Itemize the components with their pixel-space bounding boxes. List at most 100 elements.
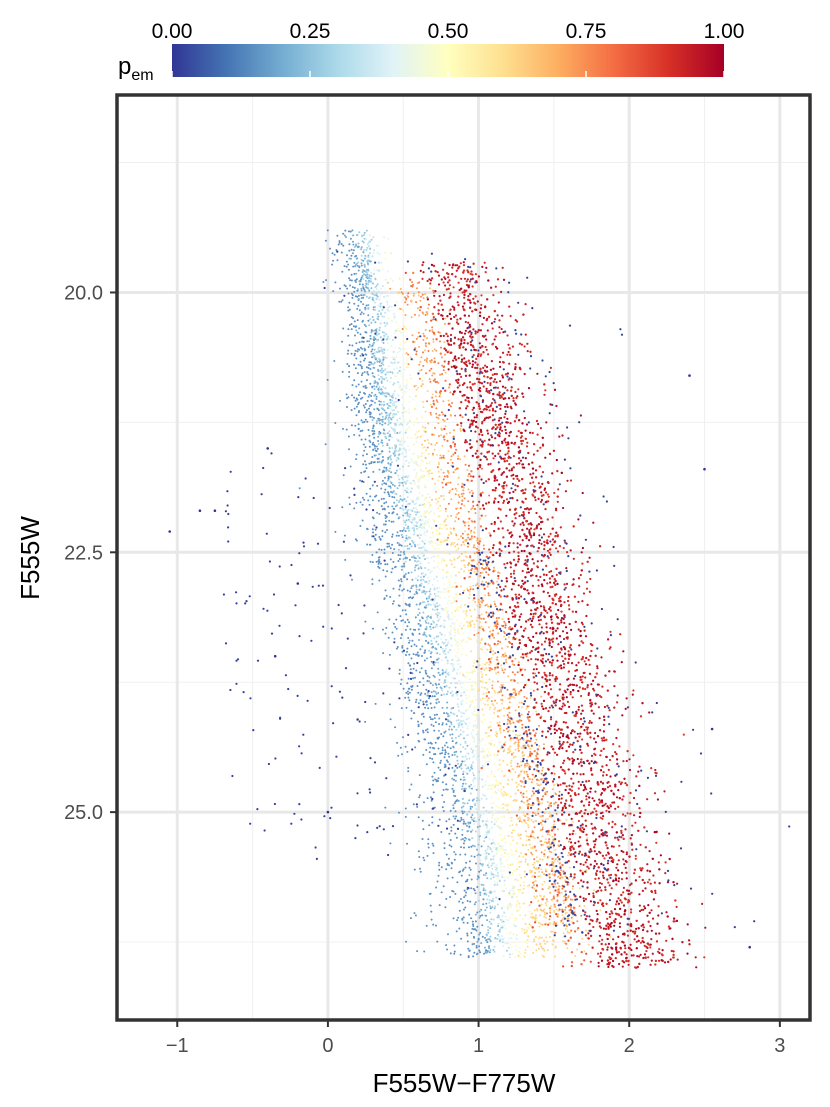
scatter-point [451, 585, 454, 588]
scatter-point [457, 457, 459, 460]
scatter-point [541, 954, 544, 957]
scatter-point [423, 429, 426, 432]
scatter-point [365, 467, 368, 470]
scatter-point [379, 388, 382, 391]
scatter-point [425, 467, 427, 469]
scatter-point [412, 507, 415, 510]
scatter-point [434, 444, 437, 446]
scatter-point [509, 824, 511, 827]
scatter-point [429, 542, 432, 545]
scatter-point [491, 814, 493, 817]
scatter-point [480, 686, 483, 689]
scatter-point [514, 733, 517, 736]
scatter-point [522, 887, 525, 890]
scatter-point [428, 469, 431, 472]
scatter-point [475, 758, 478, 761]
scatter-point [406, 496, 409, 499]
scatter-point [439, 752, 442, 755]
scatter-point [359, 501, 362, 504]
scatter-point [393, 390, 396, 393]
scatter-point [558, 885, 561, 888]
scatter-point [432, 844, 435, 847]
scatter-point [543, 849, 546, 852]
scatter-point [407, 596, 410, 599]
scatter-point [382, 628, 384, 631]
scatter-point [457, 501, 460, 504]
scatter-point [495, 731, 498, 733]
scatter-point [473, 552, 476, 555]
scatter-point [472, 724, 475, 727]
scatter-point [432, 555, 435, 558]
scatter-point [468, 799, 471, 802]
scatter-point [523, 875, 526, 878]
scatter-point [407, 693, 410, 695]
scatter-point [453, 566, 456, 569]
scatter-point [499, 807, 502, 810]
scatter-point [425, 703, 428, 706]
scatter-point [491, 785, 494, 787]
scatter-point [357, 394, 360, 397]
scatter-point [488, 846, 491, 849]
scatter-point [397, 327, 400, 330]
scatter-point [491, 904, 494, 907]
scatter-point [414, 676, 416, 679]
scatter-point [440, 456, 443, 459]
scatter-point [379, 400, 382, 403]
scatter-point [482, 903, 485, 906]
scatter-point [475, 788, 478, 791]
scatter-point [453, 600, 455, 603]
scatter-point [469, 743, 472, 746]
scatter-point [486, 950, 489, 952]
scatter-point [507, 870, 510, 873]
scatter-point [425, 469, 428, 472]
scatter-point [445, 788, 448, 791]
scatter-point [406, 682, 409, 685]
scatter-point [386, 356, 389, 359]
scatter-point [371, 528, 374, 531]
scatter-point [381, 535, 384, 538]
scatter-point [420, 455, 423, 458]
scatter-point [485, 603, 488, 606]
scatter-point [423, 505, 426, 508]
scatter-point [442, 810, 445, 812]
scatter-point [381, 420, 384, 423]
scatter-point [495, 817, 497, 820]
scatter-point [441, 577, 444, 579]
scatter-point [485, 824, 488, 826]
scatter-point [333, 360, 336, 362]
scatter-point [415, 507, 417, 510]
scatter-point [477, 585, 480, 587]
scatter-point [528, 884, 531, 887]
scatter-point [431, 821, 434, 824]
scatter-point [421, 552, 424, 555]
scatter-point [482, 873, 485, 876]
scatter-point [443, 842, 446, 845]
scatter-point [458, 909, 461, 912]
scatter-point [532, 820, 535, 823]
scatter-point [462, 730, 465, 733]
scatter-point [426, 691, 429, 694]
scatter-point [448, 595, 450, 598]
scatter-point [386, 529, 388, 531]
scatter-point [480, 617, 483, 620]
scatter-point [378, 391, 381, 394]
scatter-point [348, 448, 350, 451]
scatter-point [407, 474, 410, 477]
scatter-point [447, 857, 450, 860]
scatter-point [373, 382, 376, 385]
scatter-point [404, 557, 407, 560]
scatter-point [364, 274, 367, 277]
scatter-point [450, 543, 453, 546]
scatter-point [378, 460, 381, 463]
scatter-point [535, 908, 538, 910]
scatter-point [354, 334, 356, 337]
scatter-point [421, 452, 424, 455]
scatter-point [385, 295, 388, 297]
scatter-point [417, 560, 420, 563]
scatter-point [585, 869, 588, 872]
scatter-point [438, 604, 441, 607]
scatter-point [438, 532, 441, 535]
scatter-point [348, 243, 351, 246]
scatter-point [457, 538, 460, 541]
scatter-point [523, 778, 526, 781]
